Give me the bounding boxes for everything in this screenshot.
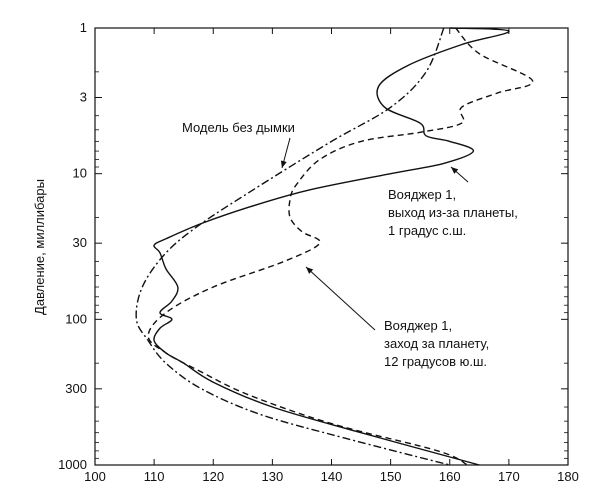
annotation-ingress-line: 12 градусов ю.ш. bbox=[384, 354, 487, 369]
y-tick-label: 3 bbox=[80, 90, 87, 105]
y-axis-ticks: 1 3 10 30 100 300 1000 bbox=[58, 20, 568, 472]
y-tick-label: 1 bbox=[80, 20, 87, 35]
series-voyager-egress bbox=[153, 27, 510, 466]
annotation-ingress-line: Вояджер 1, bbox=[384, 318, 452, 333]
x-tick-label: 120 bbox=[202, 469, 224, 484]
x-axis-ticks: 100 110 120 130 140 150 160 170 180 bbox=[84, 28, 579, 484]
y-tick-label: 30 bbox=[73, 235, 87, 250]
y-tick-label: 10 bbox=[73, 166, 87, 181]
series-model-no-haze bbox=[135, 27, 450, 466]
annotation-egress-line: 1 градус с.ш. bbox=[388, 223, 466, 238]
annotation-egress-arrowhead bbox=[451, 167, 459, 174]
x-tick-label: 130 bbox=[262, 469, 284, 484]
y-tick-label: 1000 bbox=[58, 457, 87, 472]
x-tick-label: 150 bbox=[380, 469, 402, 484]
annotation-model-arrowhead bbox=[280, 160, 287, 168]
annotation-model-line: Модель без дымки bbox=[182, 120, 295, 135]
y-axis-label: Давление, миллибары bbox=[32, 179, 47, 315]
x-tick-label: 110 bbox=[144, 469, 165, 484]
x-tick-label: 140 bbox=[321, 469, 343, 484]
x-tick-label: 170 bbox=[498, 469, 520, 484]
annotation-ingress-arrowhead bbox=[306, 267, 314, 274]
annotation-egress-line: Вояджер 1, bbox=[388, 187, 456, 202]
x-tick-label: 160 bbox=[439, 469, 461, 484]
data-series bbox=[135, 27, 534, 466]
annotations: Модель без дымки Вояджер 1, выход из-за пл… bbox=[182, 120, 518, 369]
x-tick-label: 100 bbox=[84, 469, 106, 484]
x-tick-label: 180 bbox=[557, 469, 579, 484]
annotation-ingress-leader bbox=[305, 266, 376, 331]
y-tick-label: 300 bbox=[65, 381, 87, 396]
y-tick-label: 100 bbox=[65, 311, 87, 326]
annotation-ingress-line: заход за планету, bbox=[384, 336, 489, 351]
annotation-egress-line: выход из-за планеты, bbox=[388, 205, 518, 220]
series-voyager-ingress bbox=[147, 27, 534, 466]
